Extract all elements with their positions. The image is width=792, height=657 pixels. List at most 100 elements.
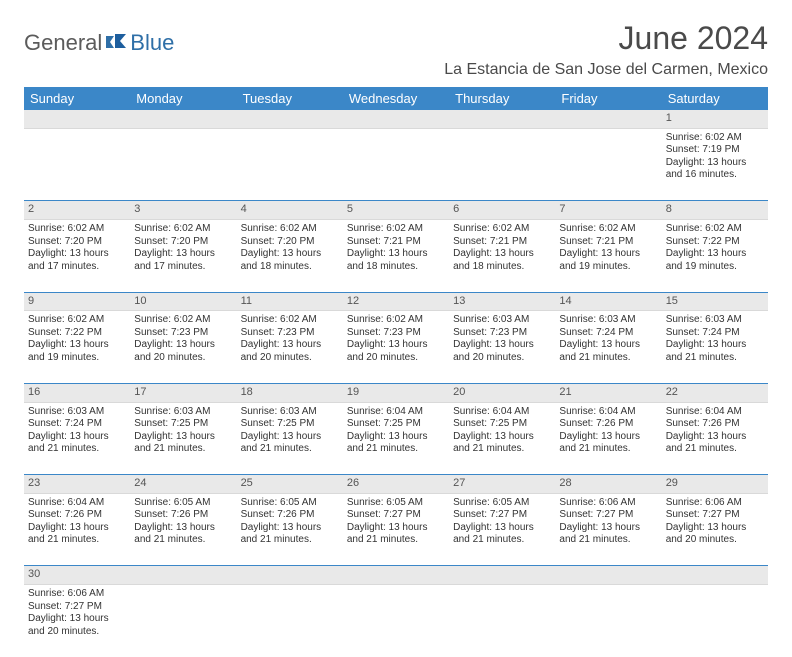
week-row: Sunrise: 6:04 AMSunset: 7:26 PMDaylight:… xyxy=(24,493,768,565)
day-line: and 21 minutes. xyxy=(134,534,232,547)
day-line: Daylight: 13 hours xyxy=(241,431,339,444)
day-number: 19 xyxy=(343,384,449,402)
day-number-row: 23242526272829 xyxy=(24,475,768,493)
day-line: and 16 minutes. xyxy=(666,169,764,182)
day-line: Sunrise: 6:05 AM xyxy=(453,497,551,510)
day-cell: Sunrise: 6:02 AMSunset: 7:23 PMDaylight:… xyxy=(130,311,236,383)
day-number xyxy=(237,566,343,584)
day-line: and 21 minutes. xyxy=(347,534,445,547)
day-line: Sunset: 7:27 PM xyxy=(453,509,551,522)
day-number: 29 xyxy=(662,475,768,493)
day-line: Daylight: 13 hours xyxy=(241,248,339,261)
day-line: Sunrise: 6:03 AM xyxy=(241,406,339,419)
day-number: 18 xyxy=(237,384,343,402)
day-line: Daylight: 13 hours xyxy=(28,248,126,261)
day-line: Sunset: 7:26 PM xyxy=(28,509,126,522)
day-cell: Sunrise: 6:02 AMSunset: 7:21 PMDaylight:… xyxy=(555,220,661,292)
day-line: Daylight: 13 hours xyxy=(28,613,126,626)
day-cell xyxy=(662,585,768,657)
day-number xyxy=(343,566,449,584)
day-cell: Sunrise: 6:02 AMSunset: 7:21 PMDaylight:… xyxy=(449,220,555,292)
day-line: Sunrise: 6:03 AM xyxy=(666,314,764,327)
day-number: 28 xyxy=(555,475,661,493)
day-number-row: 30 xyxy=(24,566,768,584)
day-line: Sunrise: 6:04 AM xyxy=(453,406,551,419)
day-number xyxy=(343,110,449,128)
day-number: 4 xyxy=(237,201,343,219)
day-line: Sunrise: 6:04 AM xyxy=(28,497,126,510)
day-line: Sunset: 7:23 PM xyxy=(453,327,551,340)
day-cell xyxy=(24,128,130,200)
day-cell: Sunrise: 6:05 AMSunset: 7:26 PMDaylight:… xyxy=(130,493,236,565)
day-line: Sunrise: 6:02 AM xyxy=(134,314,232,327)
day-line: Sunset: 7:26 PM xyxy=(134,509,232,522)
day-number: 23 xyxy=(24,475,130,493)
day-cell xyxy=(449,585,555,657)
calendar-table: Sunday Monday Tuesday Wednesday Thursday… xyxy=(24,87,768,657)
day-line: and 21 minutes. xyxy=(134,443,232,456)
day-line: Sunrise: 6:02 AM xyxy=(347,314,445,327)
brand-blue: Blue xyxy=(130,30,174,56)
day-number: 17 xyxy=(130,384,236,402)
day-line: and 20 minutes. xyxy=(28,626,126,639)
day-line: Sunrise: 6:04 AM xyxy=(347,406,445,419)
day-line: Sunset: 7:20 PM xyxy=(134,236,232,249)
day-cell xyxy=(449,128,555,200)
day-cell: Sunrise: 6:02 AMSunset: 7:22 PMDaylight:… xyxy=(24,311,130,383)
day-line: Daylight: 13 hours xyxy=(559,339,657,352)
day-cell: Sunrise: 6:04 AMSunset: 7:26 PMDaylight:… xyxy=(555,402,661,474)
day-line: and 20 minutes. xyxy=(666,534,764,547)
day-line: Sunset: 7:27 PM xyxy=(347,509,445,522)
day-line: and 21 minutes. xyxy=(241,443,339,456)
day-cell: Sunrise: 6:02 AMSunset: 7:23 PMDaylight:… xyxy=(343,311,449,383)
day-line: and 18 minutes. xyxy=(241,261,339,274)
day-cell: Sunrise: 6:02 AMSunset: 7:20 PMDaylight:… xyxy=(237,220,343,292)
day-number xyxy=(662,566,768,584)
day-line: Daylight: 13 hours xyxy=(134,522,232,535)
day-line: Sunrise: 6:02 AM xyxy=(28,314,126,327)
flag-icon xyxy=(106,30,128,56)
day-line: Sunrise: 6:05 AM xyxy=(347,497,445,510)
day-line: Daylight: 13 hours xyxy=(28,431,126,444)
day-number-row: 1 xyxy=(24,110,768,128)
day-line: and 21 minutes. xyxy=(241,534,339,547)
day-line: and 17 minutes. xyxy=(28,261,126,274)
day-line: Sunrise: 6:03 AM xyxy=(559,314,657,327)
day-line: Sunrise: 6:02 AM xyxy=(666,223,764,236)
month-title: June 2024 xyxy=(444,20,768,57)
day-cell: Sunrise: 6:06 AMSunset: 7:27 PMDaylight:… xyxy=(555,493,661,565)
day-line: Daylight: 13 hours xyxy=(134,248,232,261)
day-cell xyxy=(555,128,661,200)
day-line: Sunset: 7:20 PM xyxy=(241,236,339,249)
day-line: Sunset: 7:20 PM xyxy=(28,236,126,249)
day-line: Sunset: 7:24 PM xyxy=(559,327,657,340)
day-line: and 21 minutes. xyxy=(453,443,551,456)
day-number: 14 xyxy=(555,293,661,311)
day-number: 24 xyxy=(130,475,236,493)
day-line: Daylight: 13 hours xyxy=(666,522,764,535)
day-line: Sunset: 7:25 PM xyxy=(453,418,551,431)
day-line: Sunset: 7:23 PM xyxy=(241,327,339,340)
day-line: Daylight: 13 hours xyxy=(453,431,551,444)
day-line: and 18 minutes. xyxy=(347,261,445,274)
day-number: 9 xyxy=(24,293,130,311)
day-number: 13 xyxy=(449,293,555,311)
day-cell: Sunrise: 6:04 AMSunset: 7:25 PMDaylight:… xyxy=(343,402,449,474)
day-line: Sunset: 7:25 PM xyxy=(347,418,445,431)
day-line: Sunrise: 6:02 AM xyxy=(453,223,551,236)
day-line: Sunrise: 6:06 AM xyxy=(666,497,764,510)
day-cell: Sunrise: 6:03 AMSunset: 7:25 PMDaylight:… xyxy=(237,402,343,474)
day-line: Sunrise: 6:03 AM xyxy=(134,406,232,419)
day-number xyxy=(130,110,236,128)
day-number: 26 xyxy=(343,475,449,493)
day-cell: Sunrise: 6:06 AMSunset: 7:27 PMDaylight:… xyxy=(24,585,130,657)
day-line: Sunset: 7:24 PM xyxy=(666,327,764,340)
day-line: and 21 minutes. xyxy=(453,534,551,547)
week-row: Sunrise: 6:02 AMSunset: 7:19 PMDaylight:… xyxy=(24,128,768,200)
day-cell: Sunrise: 6:04 AMSunset: 7:26 PMDaylight:… xyxy=(662,402,768,474)
day-line: Sunset: 7:21 PM xyxy=(347,236,445,249)
weekday-header-row: Sunday Monday Tuesday Wednesday Thursday… xyxy=(24,87,768,110)
day-cell xyxy=(343,585,449,657)
day-line: Sunrise: 6:03 AM xyxy=(453,314,551,327)
day-number: 2 xyxy=(24,201,130,219)
